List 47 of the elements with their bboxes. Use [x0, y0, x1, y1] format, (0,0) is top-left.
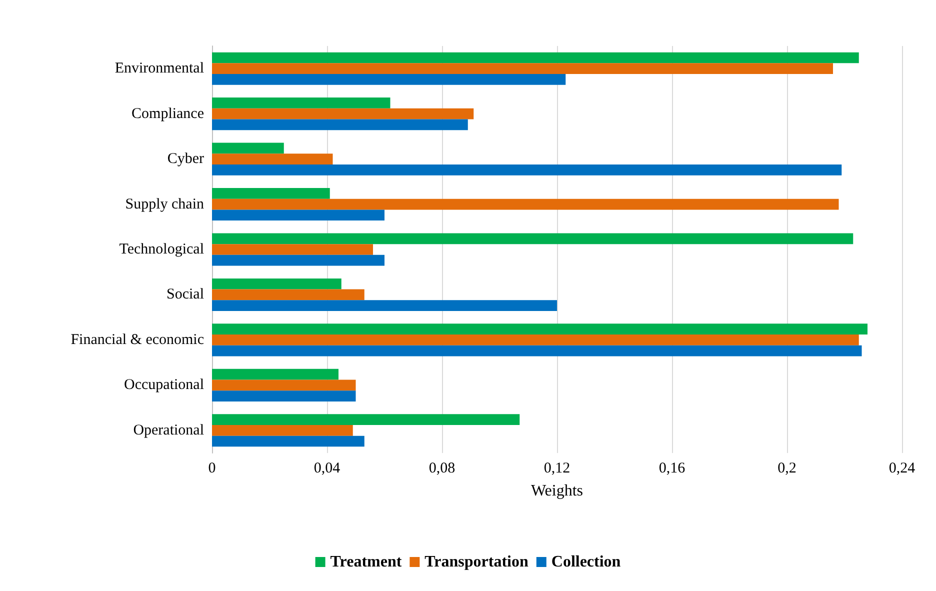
y-tick-label: Compliance: [132, 106, 204, 122]
x-axis-title: Weights: [530, 482, 584, 500]
bar: [212, 63, 833, 74]
bar: [212, 254, 384, 266]
x-tick-label: 0,04: [314, 460, 341, 476]
bar: [212, 198, 839, 210]
legend-label: Treatment: [330, 554, 402, 570]
bar: [212, 324, 868, 335]
y-tick-label: Supply chain: [125, 196, 204, 212]
bar: [212, 424, 353, 436]
bar: [212, 278, 342, 290]
bar: [212, 390, 356, 402]
bar: [212, 300, 557, 311]
y-tick-label: Occupational: [124, 377, 204, 394]
y-tick-label: Environmental: [114, 60, 204, 77]
bar: [212, 154, 333, 164]
x-tick-label: 0: [208, 460, 216, 476]
x-tick-label: 0,12: [544, 460, 570, 476]
x-tick-label: 0,16: [658, 460, 686, 476]
bar: [212, 244, 373, 255]
y-tick-label: Cyber: [167, 151, 204, 168]
bar: [212, 289, 364, 300]
y-tick-label: Operational: [133, 422, 204, 438]
bar: [212, 108, 474, 120]
bar: [212, 119, 468, 130]
legend-label: Collection: [551, 554, 621, 570]
y-tick-label: Social: [166, 286, 204, 303]
bar: [212, 368, 338, 380]
bar: [212, 334, 859, 346]
x-tick-label: 0,24: [888, 460, 916, 476]
bar: [212, 436, 364, 447]
y-tick-label: Technological: [119, 242, 204, 258]
bar: [212, 142, 284, 154]
bar: [212, 414, 520, 425]
x-tick-label: 0,2: [778, 460, 796, 476]
bar: [212, 233, 854, 244]
bar: [212, 52, 859, 64]
bar: [212, 380, 356, 391]
y-tick-label: Financial & economic: [70, 332, 204, 348]
bar: [212, 98, 390, 108]
bar: [212, 345, 862, 356]
x-tick-label: 0,08: [428, 460, 456, 476]
bar: [212, 210, 384, 221]
bar: [212, 164, 842, 176]
bar: [212, 74, 566, 85]
legend-label: Transportation: [424, 554, 528, 570]
bar: [212, 188, 330, 199]
